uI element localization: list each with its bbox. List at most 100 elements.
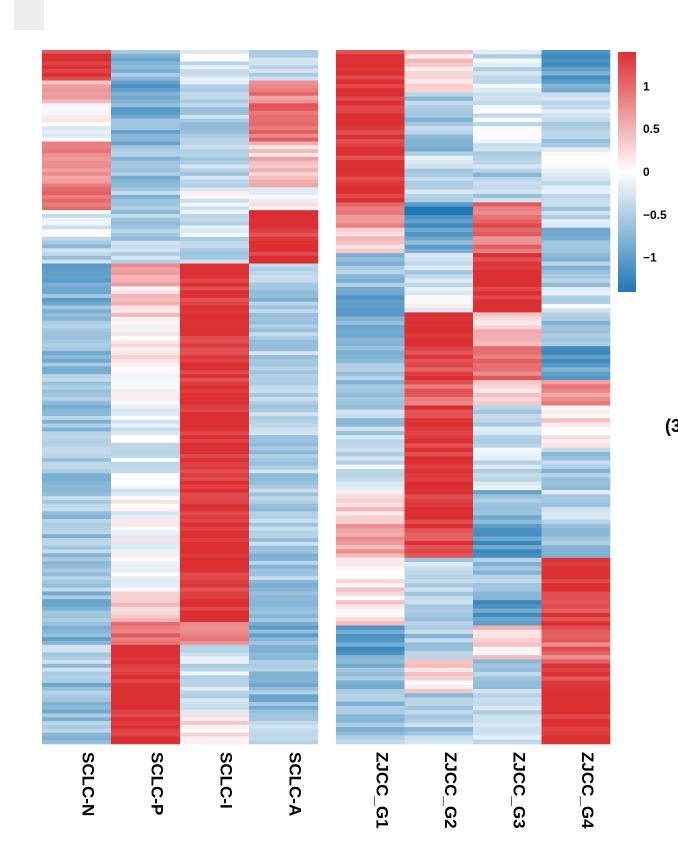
heatmap-cell <box>473 113 542 119</box>
heatmap-cell <box>249 675 319 680</box>
heatmap-cell <box>336 231 405 237</box>
heatmap-cell <box>473 502 542 508</box>
heatmap-panel-right <box>336 50 611 745</box>
heatmap-cell <box>42 286 112 291</box>
heatmap-cell <box>111 164 181 169</box>
heatmap-cell <box>42 408 112 413</box>
heatmap-cell <box>404 667 474 673</box>
heatmap-cell <box>111 419 181 424</box>
heatmap-cell <box>42 156 112 161</box>
heatmap-cell <box>180 69 250 74</box>
heatmap-cell <box>404 299 474 305</box>
heatmap-cell <box>336 274 405 279</box>
heatmap-cell <box>42 698 112 703</box>
heatmap-cell <box>111 538 181 543</box>
heatmap-cell <box>42 263 112 268</box>
heatmap-cell <box>249 233 319 238</box>
heatmap-cell <box>249 213 319 219</box>
heatmap-cell <box>42 160 112 165</box>
heatmap-cell <box>336 100 405 106</box>
heatmap-cell <box>336 219 405 224</box>
heatmap-cell <box>42 381 112 386</box>
heatmap-cell <box>249 515 319 520</box>
heatmap-cell <box>180 122 250 127</box>
heatmap-cell <box>473 215 542 220</box>
heatmap-cell <box>541 240 611 245</box>
heatmap-cell <box>42 587 112 592</box>
heatmap-cell <box>404 121 474 127</box>
heatmap-cell <box>111 591 181 596</box>
heatmap-cell <box>336 244 405 250</box>
heatmap-cell <box>111 172 181 177</box>
heatmap-cell <box>541 274 611 279</box>
heatmap-cell <box>249 660 319 665</box>
heatmap-cell <box>541 490 611 495</box>
heatmap-cell <box>249 690 319 695</box>
heatmap-cell <box>42 133 112 138</box>
heatmap-cell <box>249 152 319 158</box>
heatmap-cell <box>111 343 181 348</box>
heatmap-cell <box>111 179 181 184</box>
heatmap-cell <box>404 160 474 165</box>
heatmap-cell <box>473 168 542 174</box>
heatmap-cell <box>404 325 474 330</box>
heatmap-cell <box>336 291 405 296</box>
heatmap-cell <box>404 79 474 85</box>
heatmap-cell <box>249 400 319 405</box>
heatmap-cell <box>336 333 405 339</box>
heatmap-cell <box>541 286 611 292</box>
heatmap-cell <box>541 151 611 157</box>
heatmap-cell <box>473 553 542 559</box>
heatmap-cell <box>404 515 474 521</box>
heatmap-cell <box>473 193 542 199</box>
heatmap-cell <box>336 143 405 148</box>
heatmap-cell <box>111 644 181 649</box>
heatmap-cell <box>541 684 611 690</box>
heatmap-cell <box>249 149 319 154</box>
heatmap-cell <box>249 80 319 85</box>
heatmap-cell <box>42 721 112 726</box>
heatmap-cell <box>404 536 474 542</box>
heatmap-cell <box>336 58 405 63</box>
heatmap-cell <box>42 278 112 283</box>
heatmap-cell <box>42 183 112 188</box>
heatmap-cell <box>541 363 611 368</box>
heatmap-cell <box>249 610 319 615</box>
heatmap-cell <box>42 728 112 733</box>
heatmap-cell <box>180 248 250 253</box>
heatmap-panel-left <box>42 50 319 745</box>
heatmap-cell <box>111 259 181 264</box>
heatmap-cell <box>180 252 250 257</box>
heatmap-cell <box>180 313 250 318</box>
heatmap-cell <box>180 633 250 638</box>
heatmap-cell <box>473 680 542 686</box>
color-legend: 1 0.5 0 −0.5 −1 <box>618 52 667 292</box>
heatmap-cell <box>404 92 474 97</box>
heatmap-cell <box>111 568 181 573</box>
heatmap-cell <box>473 587 542 592</box>
heatmap-cell <box>42 614 112 619</box>
heatmap-cell <box>42 557 112 562</box>
heatmap-cell <box>249 347 319 352</box>
heatmap-cell <box>111 156 181 161</box>
heatmap-cell <box>473 223 542 229</box>
heatmap-cell <box>473 617 542 622</box>
heatmap-cell <box>111 244 181 249</box>
heatmap-cell <box>541 210 611 216</box>
heatmap-cell <box>473 392 542 398</box>
heatmap-cell <box>42 480 112 485</box>
heatmap-cell <box>541 257 611 262</box>
heatmap-cell <box>180 183 250 188</box>
heatmap-cell <box>249 583 319 588</box>
heatmap-cell <box>249 431 319 436</box>
heatmap-cell <box>180 503 250 508</box>
heatmap-cell <box>249 606 319 611</box>
heatmap-cell <box>180 553 250 558</box>
heatmap-cell <box>42 179 112 184</box>
heatmap-cell <box>249 358 319 363</box>
heatmap-cell <box>249 191 319 196</box>
heatmap-cell <box>404 672 474 677</box>
heatmap-cell <box>180 351 250 356</box>
heatmap-cell <box>180 557 250 562</box>
heatmap-cell <box>473 316 542 322</box>
